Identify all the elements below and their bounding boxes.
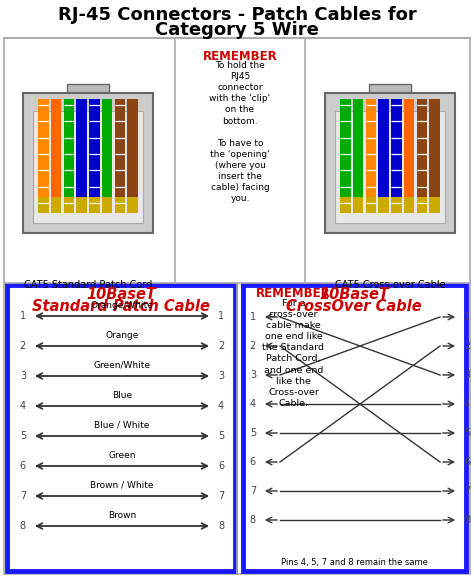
Bar: [391, 99, 402, 209]
Bar: [115, 99, 125, 209]
Bar: [38, 197, 49, 213]
Text: CrossOver Cable: CrossOver Cable: [286, 299, 422, 314]
Bar: [33, 111, 143, 223]
Bar: [51, 99, 62, 209]
Text: 2: 2: [20, 341, 26, 351]
Text: 7: 7: [218, 491, 224, 501]
Text: Orange/White: Orange/White: [91, 301, 154, 310]
Text: For a
cross-over
cable make
one end like
the Standard
Patch Cord,
and one end
li: For a cross-over cable make one end like…: [263, 299, 325, 408]
Text: 6: 6: [250, 457, 256, 467]
Text: 4: 4: [218, 401, 224, 411]
Text: Blue / White: Blue / White: [94, 421, 150, 430]
Bar: [369, 84, 411, 95]
Bar: [51, 197, 62, 213]
Text: Brown / White: Brown / White: [90, 481, 154, 490]
Bar: [429, 99, 440, 209]
Text: 8: 8: [20, 521, 26, 531]
Text: 1: 1: [464, 312, 470, 322]
Text: Category 5 Wire: Category 5 Wire: [155, 21, 319, 39]
Bar: [76, 197, 87, 213]
Text: 4: 4: [250, 399, 256, 409]
Text: 5: 5: [218, 431, 224, 441]
Text: 3: 3: [250, 370, 256, 380]
Text: CAT5 Cross-over Cable: CAT5 Cross-over Cable: [335, 280, 445, 290]
Bar: [102, 197, 112, 213]
Text: 10BaseT: 10BaseT: [319, 287, 389, 302]
Bar: [128, 197, 138, 213]
Bar: [38, 99, 49, 209]
Bar: [378, 99, 389, 209]
Text: 1: 1: [218, 311, 224, 321]
Bar: [429, 197, 440, 213]
Text: 5: 5: [464, 428, 470, 438]
Text: Green/White: Green/White: [93, 361, 151, 370]
Text: 1: 1: [20, 311, 26, 321]
Text: 5: 5: [250, 428, 256, 438]
Bar: [340, 197, 351, 213]
Bar: [335, 111, 445, 223]
Text: RJ-45 Connectors - Patch Cables for: RJ-45 Connectors - Patch Cables for: [58, 6, 416, 24]
Text: 4: 4: [20, 401, 26, 411]
FancyBboxPatch shape: [243, 285, 466, 571]
Text: REMEMBER: REMEMBER: [202, 50, 277, 63]
Text: Green: Green: [108, 451, 136, 460]
Bar: [128, 99, 138, 209]
Text: 2: 2: [250, 341, 256, 351]
Text: 2: 2: [218, 341, 224, 351]
Text: 10BaseT: 10BaseT: [86, 287, 156, 302]
Bar: [67, 84, 109, 95]
FancyBboxPatch shape: [7, 285, 235, 571]
Bar: [325, 93, 455, 233]
Bar: [64, 99, 74, 209]
Text: CAT5 Standard Patch Cord: CAT5 Standard Patch Cord: [24, 280, 152, 290]
Bar: [115, 197, 125, 213]
Text: REMEMBER: REMEMBER: [256, 287, 331, 300]
Text: 6: 6: [464, 457, 470, 467]
Text: 7: 7: [250, 486, 256, 496]
Bar: [102, 99, 112, 209]
Text: Pins 4, 5, 7 and 8 remain the same: Pins 4, 5, 7 and 8 remain the same: [281, 558, 428, 567]
Bar: [391, 197, 402, 213]
Bar: [76, 99, 87, 209]
Text: 3: 3: [464, 370, 470, 380]
Bar: [23, 93, 153, 233]
Text: Brown: Brown: [108, 511, 136, 520]
Text: 3: 3: [218, 371, 224, 381]
Bar: [340, 99, 351, 209]
Text: 5: 5: [20, 431, 26, 441]
Text: 6: 6: [218, 461, 224, 471]
Text: 8: 8: [464, 515, 470, 525]
Text: Blue: Blue: [112, 391, 132, 400]
Bar: [404, 99, 414, 209]
Bar: [353, 99, 364, 209]
Bar: [417, 197, 427, 213]
Bar: [64, 197, 74, 213]
Bar: [353, 197, 364, 213]
Text: 3: 3: [20, 371, 26, 381]
Bar: [89, 197, 100, 213]
Bar: [89, 99, 100, 209]
Text: 1: 1: [250, 312, 256, 322]
Text: Standard Patch Cable: Standard Patch Cable: [32, 299, 210, 314]
Bar: [417, 99, 427, 209]
Bar: [365, 197, 376, 213]
Bar: [378, 197, 389, 213]
Text: 7: 7: [464, 486, 470, 496]
Text: To hold the
RJ45
connector
with the 'clip'
on the
bottom.

To have to
the 'openi: To hold the RJ45 connector with the 'cli…: [210, 61, 271, 203]
Text: 2: 2: [464, 341, 470, 351]
Text: Orange: Orange: [105, 331, 139, 340]
Text: 4: 4: [464, 399, 470, 409]
Bar: [404, 197, 414, 213]
Text: 6: 6: [20, 461, 26, 471]
Bar: [365, 99, 376, 209]
Text: 8: 8: [218, 521, 224, 531]
Text: 7: 7: [20, 491, 26, 501]
Text: 8: 8: [250, 515, 256, 525]
